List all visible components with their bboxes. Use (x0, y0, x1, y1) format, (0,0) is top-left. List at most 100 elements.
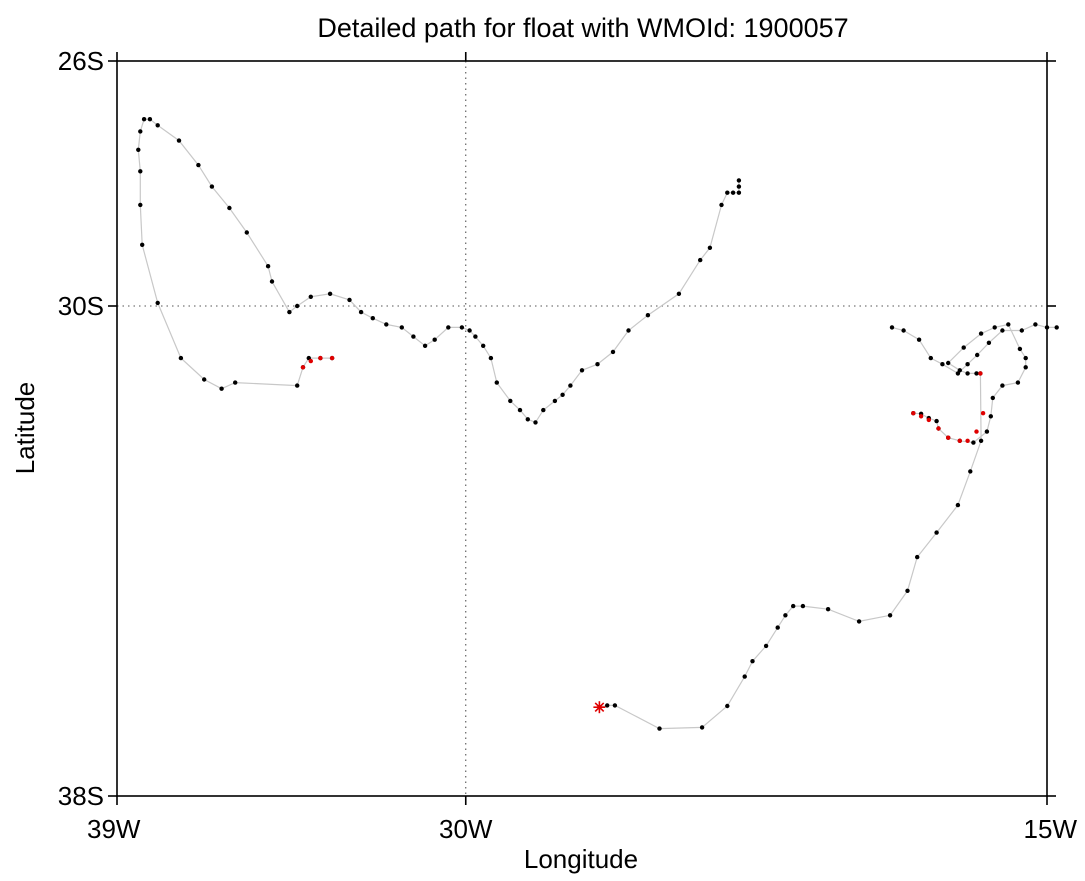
chart-title: Detailed path for float with WMOId: 1900… (317, 13, 848, 43)
data-point (1006, 322, 1011, 327)
data-point (736, 190, 742, 195)
plot-frame (116, 60, 1048, 797)
y-tick-label: 26S (58, 46, 104, 76)
data-point (978, 438, 984, 443)
data-point (533, 420, 538, 425)
data-point (560, 392, 565, 397)
data-point (269, 279, 275, 284)
data-point (295, 383, 300, 388)
data-point (736, 178, 742, 183)
data-point (990, 395, 995, 401)
data-point (676, 291, 682, 296)
data-point (974, 371, 979, 376)
data-point (147, 117, 153, 122)
data-point (645, 313, 651, 318)
highlight-point (911, 411, 916, 416)
data-point (719, 202, 724, 208)
data-point (725, 703, 730, 709)
highlight-point (957, 438, 962, 443)
highlight-point (918, 414, 924, 419)
data-point (975, 352, 980, 358)
track-line-west (137, 118, 740, 424)
highlight-point (980, 411, 986, 416)
x-tick-label: 30W (439, 814, 493, 844)
data-point (399, 325, 404, 330)
data-point (568, 383, 573, 388)
data-point (176, 138, 182, 143)
data-point (488, 355, 494, 361)
y-tick-label: 38S (58, 781, 104, 811)
start-marker (593, 701, 606, 714)
data-point (605, 703, 610, 708)
data-point (736, 184, 742, 189)
grid-lines (117, 61, 1047, 796)
data-point (825, 607, 831, 612)
data-point (928, 355, 933, 361)
highlight-point (329, 355, 335, 361)
data-point (422, 343, 428, 348)
data-point (610, 349, 616, 355)
data-point (1000, 383, 1005, 388)
data-point (965, 362, 970, 367)
data-point (946, 360, 951, 366)
data-point (626, 328, 631, 333)
highlight-point (936, 426, 941, 431)
data-point (707, 245, 713, 250)
data-point (595, 362, 600, 367)
data-point (699, 725, 705, 730)
data-point (612, 703, 618, 708)
data-point (730, 190, 736, 195)
highlight-point (978, 371, 983, 376)
highlight-point (965, 438, 970, 443)
data-point (155, 300, 160, 306)
data-point (138, 129, 143, 134)
data-point (968, 469, 973, 474)
data-point (984, 429, 990, 434)
data-point (725, 190, 730, 195)
data-point (541, 407, 546, 413)
data-point (783, 613, 788, 618)
data-point (750, 659, 755, 664)
data-point (446, 325, 451, 330)
track-lines (137, 118, 1057, 730)
data-point (988, 414, 993, 419)
data-point (138, 169, 143, 174)
data-point (887, 613, 893, 618)
data-point (1015, 380, 1021, 385)
data-point (934, 418, 939, 424)
data-point (940, 362, 945, 367)
data-point (358, 309, 364, 315)
axes: 39W 30W 15W 26S 30S 38S (58, 46, 1078, 844)
data-point (219, 386, 224, 391)
data-point (742, 674, 747, 679)
data-point (136, 147, 141, 152)
track-line-middle (891, 323, 1057, 375)
data-point (1033, 322, 1038, 327)
data-point (971, 440, 976, 445)
y-axis-title: Latitude (10, 382, 40, 475)
x-tick-label: 39W (87, 814, 141, 844)
data-point (473, 334, 478, 339)
data-point (986, 340, 992, 345)
data-point (370, 316, 375, 321)
data-points (136, 117, 1059, 731)
data-point (856, 619, 862, 624)
data-point (138, 202, 143, 208)
start-marker-stroke (594, 702, 605, 712)
highlight-point (926, 417, 931, 423)
data-point (347, 297, 352, 303)
data-point (1017, 346, 1023, 352)
x-axis-title: Longitude (524, 844, 638, 874)
data-point (961, 345, 966, 350)
data-point (494, 380, 499, 385)
data-point (327, 291, 333, 296)
data-point (1019, 328, 1024, 333)
data-point (508, 398, 513, 404)
data-point (384, 322, 389, 327)
data-point (1023, 355, 1028, 361)
data-point (202, 377, 207, 382)
data-point (552, 398, 558, 404)
data-point (579, 368, 585, 373)
data-point (525, 417, 530, 422)
data-point (227, 205, 232, 211)
